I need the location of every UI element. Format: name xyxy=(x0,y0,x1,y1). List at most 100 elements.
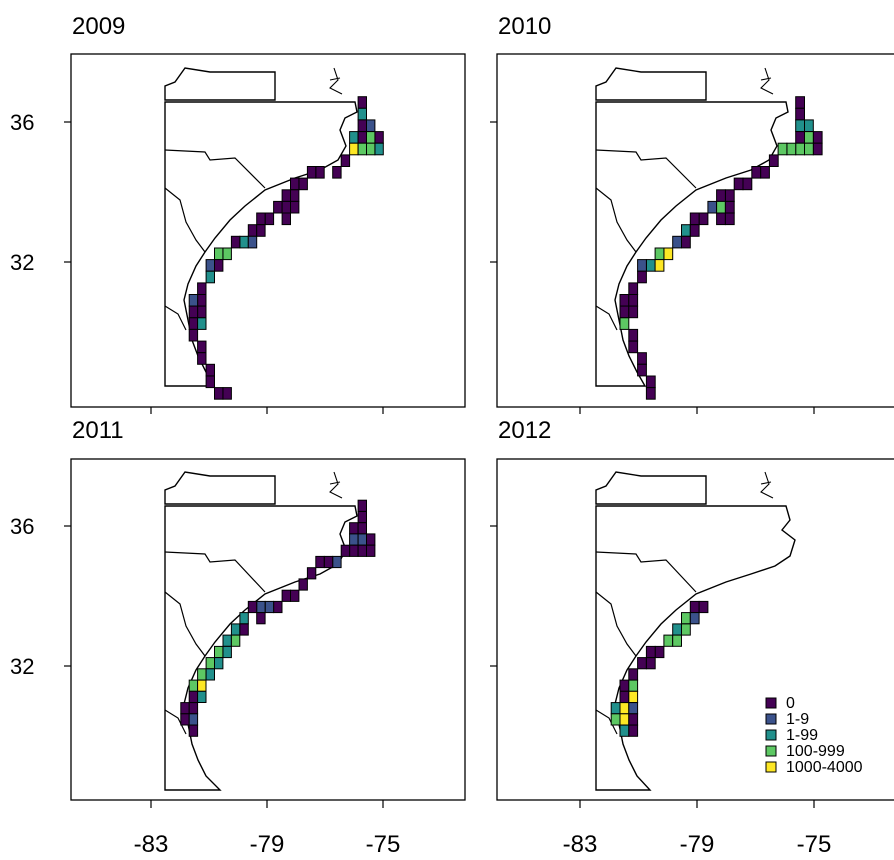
grid-cell xyxy=(654,645,665,659)
grid-cell xyxy=(786,142,797,156)
grid-cell xyxy=(357,96,368,109)
grid-cell xyxy=(188,317,199,330)
grid-cell xyxy=(205,668,216,681)
grid-cell xyxy=(716,200,726,214)
grid-cell xyxy=(610,702,621,715)
grid-cell xyxy=(197,305,207,319)
grid-cell xyxy=(681,623,691,636)
grid-cell xyxy=(804,119,814,133)
grid-cell xyxy=(298,578,308,591)
grid-cell xyxy=(349,533,359,546)
y-tick-32-2011: 32 xyxy=(10,654,34,679)
legend-label-1: 1-9 xyxy=(786,711,809,728)
grid-cell xyxy=(795,142,806,156)
grid-cell xyxy=(804,131,814,144)
y-tick-36-2009: 36 xyxy=(10,110,34,135)
grid-cell xyxy=(672,235,683,249)
x-tick-minus75-right: -75 xyxy=(797,831,832,858)
grid-cells-2011 xyxy=(180,499,376,737)
grid-cell xyxy=(654,259,665,272)
grid-cell xyxy=(340,154,351,167)
grid-cell xyxy=(239,612,249,625)
legend-swatch-1 xyxy=(765,713,777,725)
grid-cell xyxy=(323,555,334,569)
y-axis-2011: 36 32 xyxy=(10,514,71,679)
grid-cell xyxy=(205,259,216,272)
legend-item-1: 1-9 xyxy=(765,711,809,728)
grid-cell xyxy=(724,189,735,202)
y-tick-36-2011: 36 xyxy=(10,514,34,539)
legend-item-3: 100-999 xyxy=(765,743,845,760)
grid-cell xyxy=(180,713,190,726)
panel-title-2009: 2009 xyxy=(72,13,125,40)
grid-cell xyxy=(689,600,700,614)
grid-cell xyxy=(256,612,266,625)
panel-title-2012: 2012 xyxy=(498,417,551,444)
grid-cell xyxy=(628,328,639,342)
grid-cell xyxy=(645,387,656,400)
grid-cell xyxy=(689,224,700,237)
grid-cell xyxy=(610,713,621,726)
grid-cell xyxy=(812,142,823,156)
grid-cell xyxy=(197,679,207,692)
grid-cell xyxy=(619,702,630,715)
legend-label-3: 100-999 xyxy=(786,743,845,760)
grid-cell xyxy=(768,154,779,167)
grid-cells-2012 xyxy=(610,600,709,737)
x-axis-2011: -83 -79 -75 xyxy=(134,800,400,858)
grid-cell xyxy=(645,375,656,389)
grid-cell xyxy=(197,340,207,354)
grid-cell xyxy=(357,499,368,512)
grid-cell xyxy=(315,166,325,179)
grid-cell xyxy=(637,270,647,284)
map-frame-2011 xyxy=(70,458,466,801)
grid-cell xyxy=(256,212,266,226)
grid-cell xyxy=(672,623,683,636)
grid-cell xyxy=(716,189,726,202)
grid-cell xyxy=(332,166,342,179)
grid-cell xyxy=(306,166,317,179)
grid-cell xyxy=(357,522,368,535)
grid-cell xyxy=(751,166,762,179)
grid-cell xyxy=(628,679,639,692)
grid-cell xyxy=(357,119,368,133)
legend-swatch-2 xyxy=(765,729,777,741)
grid-cell xyxy=(247,224,258,237)
grid-cell xyxy=(214,387,224,400)
panel-2010: 2010 xyxy=(490,13,894,414)
x-tick-minus83-right: -83 xyxy=(563,831,598,858)
coastline-2012 xyxy=(595,471,796,791)
panel-title-2010: 2010 xyxy=(498,13,551,40)
panel-2011: 2011 36 32 -83 -79 -75 xyxy=(10,417,466,858)
grid-cell xyxy=(239,235,249,249)
grid-cell xyxy=(332,555,342,569)
legend-item-2: 1-99 xyxy=(765,727,818,744)
grid-cell xyxy=(197,690,207,703)
grid-cell xyxy=(315,555,325,569)
legend: 0 1-9 1-99 100-999 1000-4000 xyxy=(765,695,863,776)
grid-cell xyxy=(628,713,639,726)
grid-cell xyxy=(366,533,376,546)
grid-cell xyxy=(188,724,199,737)
grid-cell xyxy=(188,294,199,307)
grid-cell xyxy=(628,702,639,715)
grid-cell xyxy=(645,259,656,272)
x-axis-2012: -83 -79 -75 xyxy=(563,800,832,858)
grid-cell xyxy=(654,247,665,261)
legend-swatch-0 xyxy=(765,697,777,709)
legend-item-4: 1000-4000 xyxy=(765,759,863,776)
grid-cell xyxy=(230,235,241,249)
grid-cell xyxy=(760,166,770,179)
grid-cell xyxy=(222,247,232,261)
grid-cell xyxy=(188,713,199,726)
grid-cell xyxy=(197,294,207,307)
grid-cells-2010 xyxy=(619,96,823,400)
grid-cell xyxy=(366,131,376,144)
map-frame-2010 xyxy=(496,53,894,408)
grid-cell xyxy=(188,328,199,342)
grid-cell xyxy=(716,212,726,226)
grid-cell xyxy=(698,600,709,614)
grid-cell xyxy=(281,200,292,214)
grid-cell xyxy=(812,131,823,144)
grid-cell xyxy=(645,645,656,659)
